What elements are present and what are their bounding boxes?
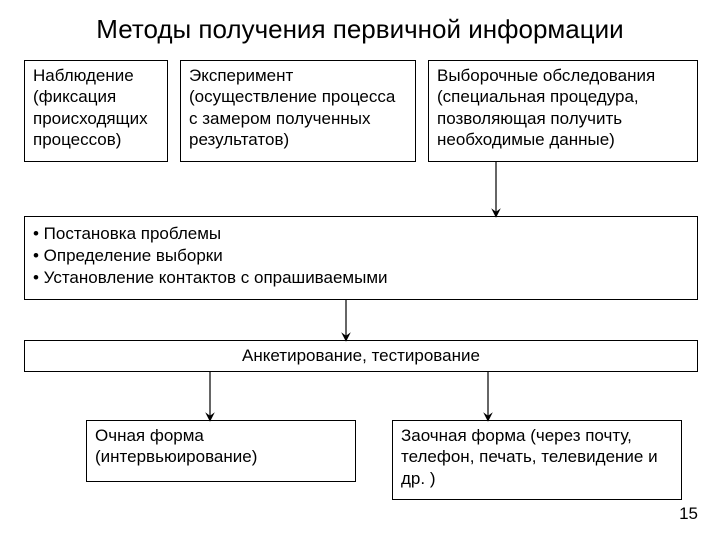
box-steps: • Постановка проблемы • Определение выбо… <box>24 216 698 300</box>
bullet-problem: • Постановка проблемы <box>33 223 689 245</box>
box-in-person-form: Очная форма (интервьюирование) <box>86 420 356 482</box>
box-experiment: Эксперимент (осуществление процесса с за… <box>180 60 416 162</box>
bullet-contacts: • Установление контактов с опрашиваемыми <box>33 267 689 289</box>
box-questionnaire-testing: Анкетирование, тестирование <box>24 340 698 372</box>
box-remote-form: Заочная форма (через почту, телефон, печ… <box>392 420 682 500</box>
bullet-sampling: • Определение выборки <box>33 245 689 267</box>
slide: Методы получения первичной информации На… <box>0 0 720 540</box>
box-sampling-survey: Выборочные обследования (специальная про… <box>428 60 698 162</box>
page-title: Методы получения первичной информации <box>0 14 720 45</box>
page-number: 15 <box>679 504 698 524</box>
box-observation: Наблюдение (фиксация происходящих процес… <box>24 60 168 162</box>
